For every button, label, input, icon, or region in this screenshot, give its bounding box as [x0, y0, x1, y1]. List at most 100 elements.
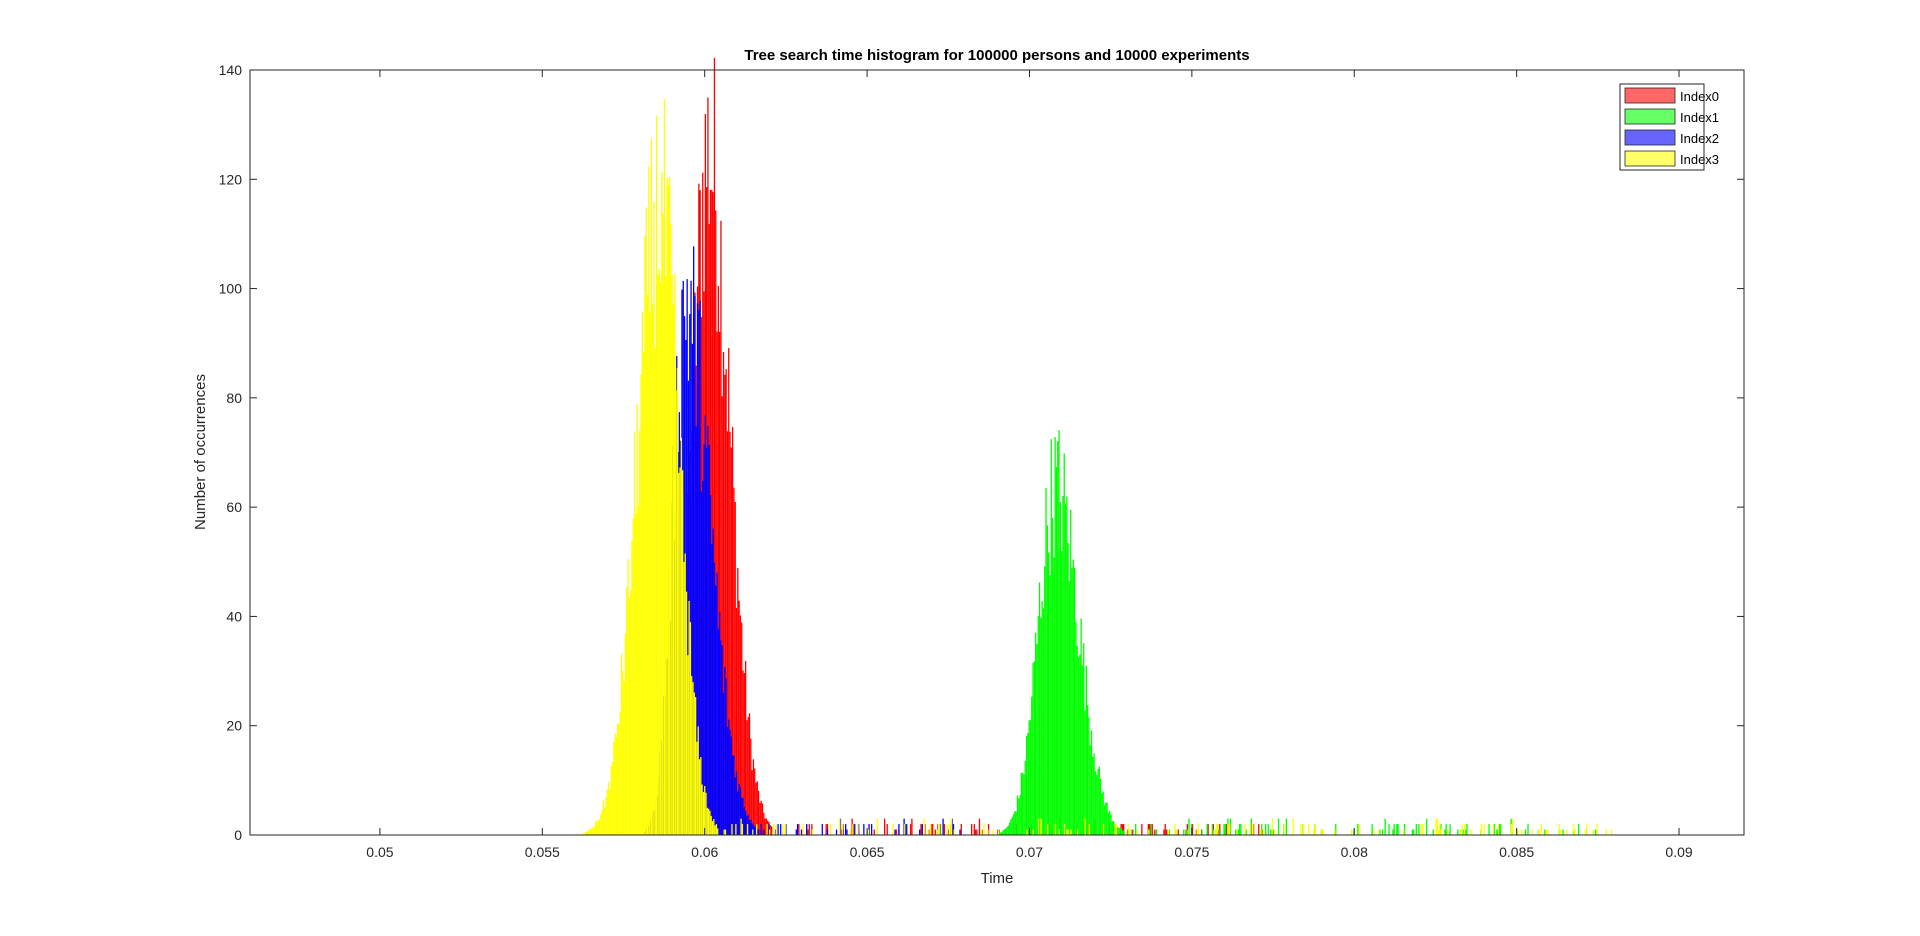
x-tick-label: 0.08: [1341, 844, 1368, 860]
histogram-bar-index2: [763, 829, 765, 835]
histogram-bar-index2: [687, 380, 690, 835]
histogram-bar-index1: [1053, 557, 1055, 835]
histogram-bar-index1: [1250, 818, 1252, 835]
histogram-bar-index3: [1483, 824, 1485, 835]
histogram-bar-index3: [633, 432, 636, 835]
histogram-bar-index3: [1313, 829, 1315, 835]
histogram-bar-index0: [737, 567, 739, 835]
x-tick-label: 0.09: [1665, 844, 1692, 860]
histogram-bar-index2: [726, 727, 729, 835]
histogram-bar-index3: [666, 178, 668, 835]
histogram-bar-index3: [811, 829, 814, 835]
histogram-bar-index0: [1149, 824, 1151, 835]
histogram-bar-index2: [733, 755, 735, 835]
histogram-bar-index0: [924, 824, 926, 835]
histogram-bar-index1: [1102, 791, 1104, 835]
histogram-bar-index0: [764, 818, 766, 835]
histogram-bar-index1: [1031, 696, 1033, 835]
histogram-bar-index2: [689, 314, 691, 835]
histogram-bar-index3: [949, 824, 951, 835]
histogram-bar-index3: [724, 829, 727, 835]
histogram-bar-index1: [1068, 580, 1071, 835]
histogram-bar-index0: [739, 615, 742, 835]
histogram-bar-index1: [1057, 441, 1059, 835]
histogram-bar-index3: [592, 827, 594, 835]
histogram-bar-index1: [1240, 824, 1242, 835]
histogram-bar-index0: [726, 431, 729, 835]
x-tick-label: 0.075: [1174, 844, 1209, 860]
histogram-bar-index0: [947, 829, 949, 835]
histogram-bar-index0: [733, 487, 735, 835]
histogram-bar-index1: [1024, 760, 1026, 835]
histogram-bar-index3: [631, 541, 633, 835]
histogram-bar-index3: [1492, 824, 1494, 835]
histogram-bar-index0: [738, 600, 740, 835]
histogram-bar-index1: [1097, 768, 1099, 835]
histogram-bar-index3: [1321, 829, 1323, 835]
histogram-bar-index2: [894, 829, 896, 835]
histogram-bar-index1: [1206, 824, 1208, 835]
histogram-bar-index1: [1086, 705, 1089, 835]
histogram-bar-index1: [1238, 824, 1241, 835]
histogram-bar-index1: [1155, 829, 1158, 835]
histogram-bar-index1: [1075, 622, 1077, 835]
y-tick-label: 60: [226, 499, 242, 515]
histogram-bar-index2: [728, 719, 730, 835]
histogram-bar-index3: [930, 824, 932, 835]
histogram-bar-index1: [1046, 525, 1048, 835]
histogram-bar-index1: [1005, 828, 1007, 835]
histogram-bar-index3: [781, 824, 784, 835]
histogram-bar-index1: [1063, 453, 1065, 835]
histogram-bar-index3: [1586, 824, 1588, 835]
histogram-bar-index3: [756, 824, 758, 835]
histogram-bar-index2: [780, 824, 782, 835]
histogram-bar-index3: [676, 368, 679, 835]
histogram-bar-index0: [735, 607, 738, 835]
histogram-bar-index0: [1154, 829, 1156, 835]
histogram-bar-index3: [705, 792, 707, 835]
legend-label-index0: Index0: [1680, 89, 1719, 104]
histogram-bar-index3: [679, 467, 681, 835]
histogram-bar-index0: [1163, 829, 1165, 835]
histogram-bar-index3: [655, 115, 658, 835]
histogram-bar-index0: [731, 426, 734, 835]
histogram-bar-index3: [1058, 829, 1061, 835]
histogram-bar-index3: [1373, 829, 1375, 835]
histogram-bar-index3: [1378, 829, 1380, 835]
histogram-bar-index0: [1225, 824, 1227, 835]
histogram-bar-index3: [950, 818, 953, 835]
legend-label-index2: Index2: [1680, 131, 1719, 146]
histogram-bar-index3: [1436, 818, 1439, 835]
histogram-bar-index1: [1096, 774, 1098, 835]
histogram-bar-index1: [1045, 488, 1047, 835]
histogram-bar-index0: [807, 829, 809, 835]
histogram-bar-index2: [906, 824, 908, 835]
histogram-bar-index1: [1028, 720, 1030, 835]
histogram-bar-index3: [649, 312, 651, 835]
histogram-bar-index3: [591, 828, 593, 835]
histogram-bar-index1: [1025, 735, 1028, 835]
histogram-bar-index3: [997, 829, 999, 835]
histogram-bar-index1: [1371, 824, 1373, 835]
histogram-bar-index3: [659, 282, 662, 835]
histogram-bar-index0: [842, 824, 844, 835]
histogram-bar-index3: [1262, 829, 1264, 835]
histogram-bar-index1: [1006, 826, 1008, 835]
histogram-bar-index3: [1422, 824, 1424, 835]
histogram-bar-index1: [1073, 567, 1076, 835]
histogram-bar-index3: [1308, 824, 1310, 835]
histogram-bar-index3: [619, 711, 621, 835]
histogram-bar-index1: [1119, 828, 1121, 835]
histogram-bar-index2: [705, 447, 708, 835]
series-index3: [581, 99, 1613, 836]
histogram-bar-index1: [1418, 824, 1420, 835]
histogram-bar-index3: [687, 655, 689, 835]
histogram-bar-index1: [1116, 826, 1119, 835]
histogram-bar-index1: [1033, 661, 1035, 835]
histogram-bar-index1: [1413, 829, 1415, 835]
histogram-bar-index0: [1219, 824, 1221, 835]
histogram-bar-index2: [699, 301, 701, 835]
histogram-bar-index0: [928, 829, 930, 835]
histogram-bar-index3: [672, 304, 675, 835]
histogram-bar-index3: [1497, 824, 1500, 835]
